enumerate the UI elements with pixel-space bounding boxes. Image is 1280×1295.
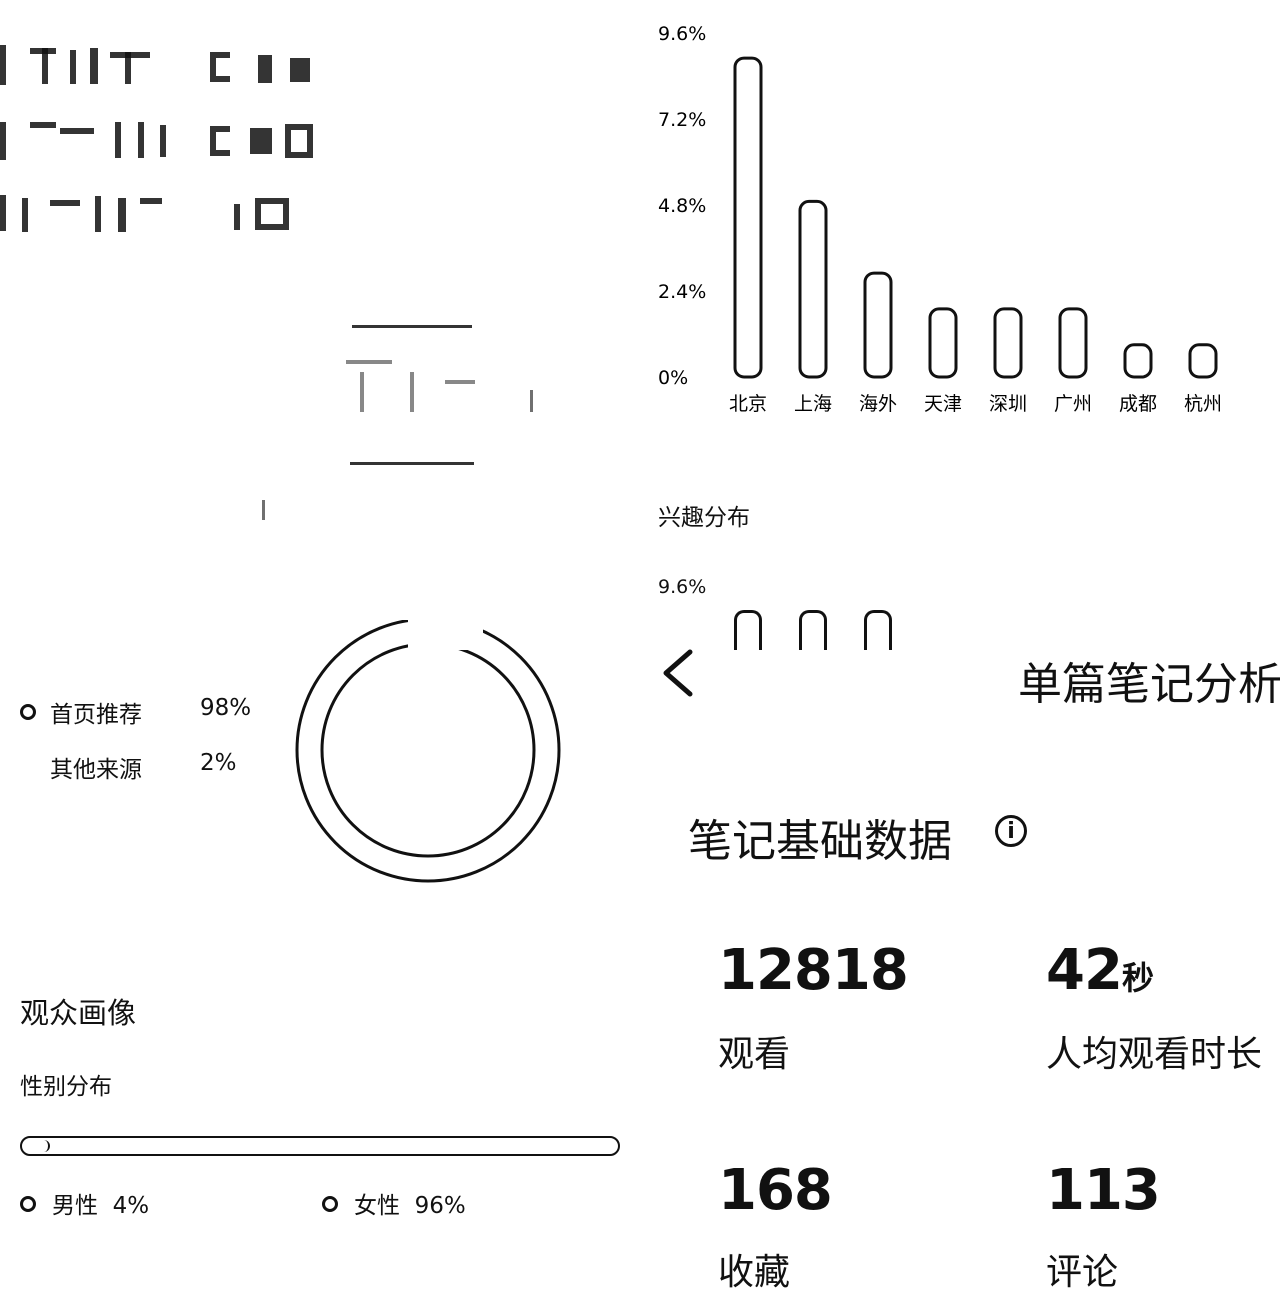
bar-4 [993,307,1023,379]
bar-3 [928,307,958,379]
legend-dot-female [322,1196,338,1212]
region-bar-chart: 0% 2.4% 4.8% 7.2% 9.6% 北京 上海 海外 天津 深圳 广州 成都 杭州 [650,0,1270,440]
legend-label-homepage: 首页推荐 [50,702,142,728]
gender-female-value: 96% [414,1193,466,1219]
section-title: 笔记基础数据 [688,816,952,867]
x-tick-label: 上海 [794,393,832,415]
x-tick-label: 杭州 [1184,393,1222,415]
metric-comments-label: 评论 [1046,1252,1119,1293]
interest-top-tick: 9.6% [658,576,707,598]
x-tick-label: 北京 [729,393,767,415]
gender-bar [20,1136,620,1156]
interest-bar-3 [864,610,892,650]
bar-2 [863,271,893,379]
interest-bar-2 [799,610,827,650]
x-tick-label: 天津 [924,393,962,415]
metric-avg-time-value: 42秒 [1046,938,1154,1003]
metric-favorites-value: 168 [718,1158,833,1223]
legend-dot-male [20,1196,36,1212]
legend-value-homepage: 98% [200,695,252,721]
legend-value-other: 2% [200,750,237,776]
gender-male-name: 男性 [52,1193,98,1219]
y-tick-label: 7.2% [658,109,706,131]
metric-views-label: 观看 [718,1034,791,1075]
bar-6 [1123,343,1153,379]
donut-outer-ring [295,620,561,883]
metric-avg-time-number: 42 [1046,938,1123,1003]
bar-5 [1058,307,1088,379]
gender-male-label: 男性 4% [52,1186,149,1220]
bar-0 [733,56,763,379]
audience-title: 观众画像 [20,996,137,1030]
gender-female-name: 女性 [354,1193,400,1219]
metric-favorites-label: 收藏 [718,1252,791,1293]
bar-1 [798,199,828,379]
interest-bar-1 [734,610,762,650]
x-tick-label: 海外 [859,393,897,415]
metric-avg-time-unit: 秒 [1121,959,1154,997]
chevron-left-icon[interactable] [660,648,696,698]
x-tick-label: 成都 [1119,393,1157,415]
metric-comments-number: 113 [1046,1158,1161,1223]
donut-gap-mark [408,620,483,650]
bar-7 [1188,343,1218,379]
region-chart-svg: 0% 2.4% 4.8% 7.2% 9.6% 北京 上海 海外 天津 深圳 广州 成都 杭州 [658,23,1222,415]
donut-inner-ring [320,642,536,858]
gender-title: 性别分布 [20,1074,112,1100]
y-tick-label: 2.4% [658,281,706,303]
traffic-source-donut [295,620,561,883]
legend-dot-homepage [20,704,36,720]
metric-avg-time-label: 人均观看时长 [1046,1034,1263,1075]
metric-favorites-number: 168 [718,1158,833,1223]
y-tick-label: 9.6% [658,23,706,45]
y-tick-label: 4.8% [658,195,706,217]
metric-views-value: 12818 [718,938,909,1003]
legend-label-other: 其他来源 [50,757,142,783]
gender-bar-male-fill [24,1140,50,1152]
gender-female-label: 女性 96% [354,1186,466,1220]
y-tick-label: 0% [658,367,688,389]
metric-views-number: 12818 [718,938,909,1003]
gender-male-value: 4% [112,1193,150,1219]
info-icon[interactable]: i [995,815,1027,847]
interest-title: 兴趣分布 [658,505,750,531]
page-title: 单篇笔记分析 [1018,659,1280,710]
x-tick-label: 广州 [1054,393,1092,415]
x-tick-label: 深圳 [989,393,1027,415]
metric-comments-value: 113 [1046,1158,1161,1223]
